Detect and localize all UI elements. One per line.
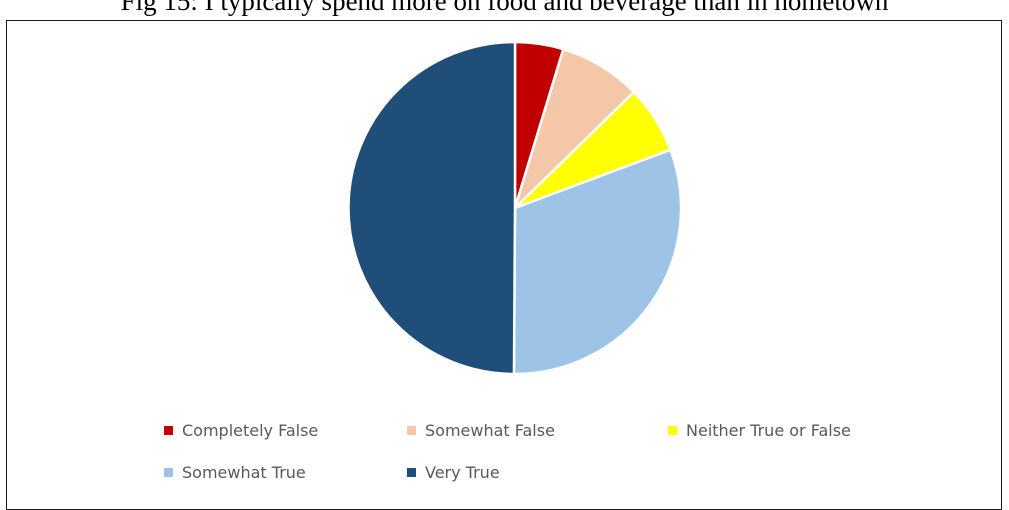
chart-title: Fig 15: I typically spend more on food a… bbox=[120, 0, 889, 16]
pie-slice-somewhat-true bbox=[512, 148, 683, 376]
pie-slice-very-true bbox=[347, 40, 517, 376]
